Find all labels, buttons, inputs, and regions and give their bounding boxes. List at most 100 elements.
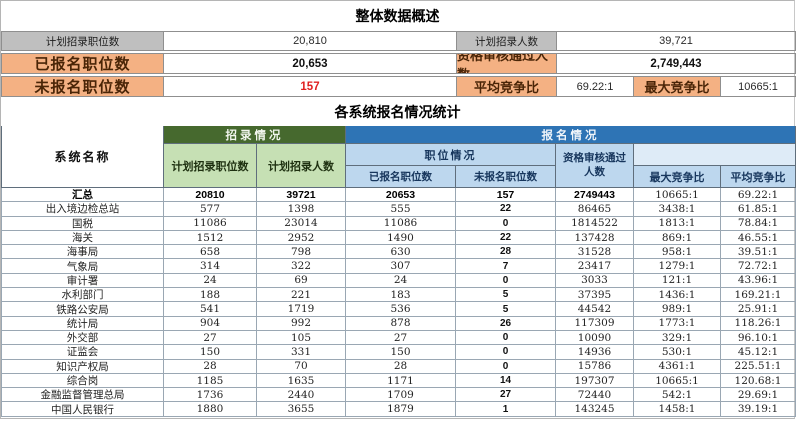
header-approved-people: 资格审核通过人数 [556,144,634,188]
cell-approved-people: 3033 [556,273,634,289]
table-row: 知识产权局 28 70 28 0 15786 4361:1 225.51:1 [1,359,796,374]
cell-planned-positions: 20810 [164,188,257,203]
table-row: 汇总 20810 39721 20653 157 2749443 10665:1… [1,188,796,203]
cell-max-ratio: 958:1 [634,245,721,260]
table-row: 证监会 150 331 150 0 14936 530:1 45.12:1 [1,345,796,360]
cell-unregistered-positions: 1 [456,402,556,417]
cell-registered-positions: 1709 [346,388,456,403]
cell-approved-people: 14936 [556,345,634,360]
header-signup-group: 报名情况 [346,126,796,144]
approved-people-value: 2,749,443 [557,53,796,74]
cell-planned-positions: 188 [164,288,257,303]
registered-positions-value: 20,653 [164,53,457,74]
cell-planned-people: 992 [257,316,346,331]
header-avg-ratio: 平均竞争比 [721,166,796,188]
cell-unregistered-positions: 0 [456,273,556,289]
cell-registered-positions: 307 [346,259,456,274]
table-row: 铁路公安局 541 1719 536 5 44542 989:1 25.91:1 [1,302,796,317]
table-row: 国税 11086 23014 11086 0 1814522 1813:1 78… [1,216,796,231]
header-registered-positions: 已报名职位数 [346,166,456,188]
unregistered-positions-label: 未报名职位数 [1,76,164,97]
overview-title: 整体数据概述 [355,8,440,24]
cell-planned-people: 1635 [257,373,346,389]
cell-system-name: 出入境边检总站 [1,202,164,217]
table-row: 审计署 24 69 24 0 3033 121:1 43.96:1 [1,273,796,289]
cell-avg-ratio: 72.72:1 [721,259,796,274]
cell-unregistered-positions: 0 [456,359,556,374]
cell-system-name: 海事局 [1,245,164,260]
cell-registered-positions: 27 [346,330,456,346]
cell-planned-positions: 27 [164,330,257,346]
cell-planned-positions: 1512 [164,230,257,246]
table-row: 外交部 27 105 27 0 10090 329:1 96.10:1 [1,330,796,346]
overview-table: 计划招录职位数 20,810 计划招录人数 39,721 已报名职位数 20,6… [1,31,796,97]
header-position-group: 职位情况 [346,144,556,166]
cell-avg-ratio: 96.10:1 [721,330,796,346]
cell-planned-people: 331 [257,345,346,360]
table-row: 海事局 658 798 630 28 31528 958:1 39.51:1 [1,245,796,260]
cell-planned-positions: 904 [164,316,257,331]
cell-registered-positions: 28 [346,359,456,374]
cell-approved-people: 31528 [556,245,634,260]
cell-planned-people: 2440 [257,388,346,403]
cell-unregistered-positions: 0 [456,216,556,231]
cell-unregistered-positions: 157 [456,188,556,203]
unregistered-positions-value: 157 [164,76,457,97]
cell-registered-positions: 183 [346,288,456,303]
avg-ratio-label: 平均竞争比 [457,76,557,97]
cell-planned-people: 2952 [257,230,346,246]
table-row: 统计局 904 992 878 26 117309 1773:1 118.26:… [1,316,796,331]
cell-approved-people: 1814522 [556,216,634,231]
cell-registered-positions: 1879 [346,402,456,417]
cell-avg-ratio: 43.96:1 [721,273,796,289]
cell-avg-ratio: 69.22:1 [721,188,796,203]
cell-approved-people: 23417 [556,259,634,274]
cell-max-ratio: 869:1 [634,230,721,246]
cell-approved-people: 137428 [556,230,634,246]
cell-unregistered-positions: 0 [456,345,556,360]
cell-avg-ratio: 46.55:1 [721,230,796,246]
table-row: 出入境边检总站 577 1398 555 22 86465 3438:1 61.… [1,202,796,217]
registered-positions-label: 已报名职位数 [1,53,164,74]
cell-avg-ratio: 118.26:1 [721,316,796,331]
cell-max-ratio: 1458:1 [634,402,721,417]
approved-people-label: 资格审核通过人数 [457,53,557,74]
cell-planned-positions: 541 [164,302,257,317]
cell-approved-people: 117309 [556,316,634,331]
planned-positions-label: 计划招录职位数 [1,31,164,51]
cell-planned-people: 69 [257,273,346,289]
cell-registered-positions: 11086 [346,216,456,231]
planned-positions-value: 20,810 [164,31,457,51]
cell-system-name: 国税 [1,216,164,231]
max-ratio-label: 最大竞争比 [634,76,721,97]
cell-planned-people: 105 [257,330,346,346]
table-row: 金融监督管理总局 1736 2440 1709 27 72440 542:1 2… [1,388,796,403]
cell-approved-people: 10090 [556,330,634,346]
cell-system-name: 外交部 [1,330,164,346]
cell-avg-ratio: 120.68:1 [721,373,796,389]
table-row: 气象局 314 322 307 7 23417 1279:1 72.72:1 [1,259,796,274]
cell-max-ratio: 1813:1 [634,216,721,231]
cell-planned-positions: 24 [164,273,257,289]
cell-system-name: 统计局 [1,316,164,331]
cell-max-ratio: 530:1 [634,345,721,360]
cell-planned-positions: 28 [164,359,257,374]
cell-planned-positions: 1880 [164,402,257,417]
cell-unregistered-positions: 5 [456,302,556,317]
cell-unregistered-positions: 14 [456,373,556,389]
systems-table-header: 系统名称 招录情况 报名情况 计划招录职位数 计划招录人数 职位情况 资格审核通… [1,126,796,188]
planned-people-value: 39,721 [557,31,796,51]
cell-system-name: 气象局 [1,259,164,274]
systems-title: 各系统报名情况统计 [334,104,461,120]
cell-avg-ratio: 25.91:1 [721,302,796,317]
cell-system-name: 汇总 [1,188,164,203]
cell-unregistered-positions: 28 [456,245,556,260]
cell-planned-positions: 1185 [164,373,257,389]
cell-max-ratio: 1773:1 [634,316,721,331]
header-recruit-group: 招录情况 [164,126,346,144]
table-row: 中国人民银行 1880 3655 1879 1 143245 1458:1 39… [1,402,796,417]
cell-system-name: 中国人民银行 [1,402,164,417]
header-unregistered-positions: 未报名职位数 [456,166,556,188]
cell-avg-ratio: 39.19:1 [721,402,796,417]
cell-planned-people: 322 [257,259,346,274]
